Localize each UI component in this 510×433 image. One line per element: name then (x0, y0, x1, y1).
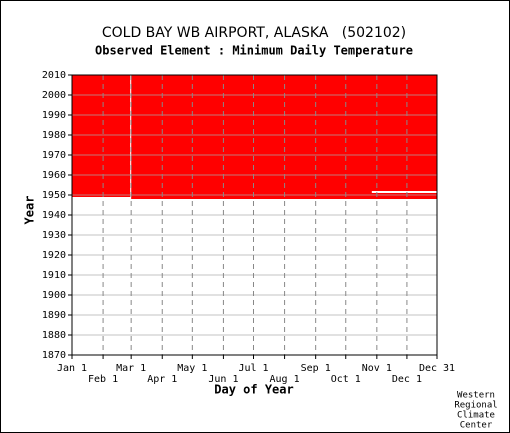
plot-frame (71, 74, 438, 356)
x-tick-label: Jun 1 (208, 374, 238, 385)
x-tick-label: Apr 1 (147, 374, 177, 385)
y-tick-label: 2010 (42, 70, 66, 81)
x-tick-label: Jul 1 (238, 363, 268, 374)
y-tick-label: 1970 (42, 150, 66, 161)
y-axis-label: Year (23, 196, 37, 225)
x-tick-label: Feb 1 (88, 374, 118, 385)
credit-line: Regional (454, 401, 497, 411)
data-period (72, 75, 132, 197)
y-tick-label: 1990 (42, 110, 66, 121)
data-gap (130, 75, 132, 197)
y-tick-label: 1870 (42, 350, 66, 361)
x-tick-label: May 1 (177, 363, 207, 374)
y-tick-label: 1920 (42, 250, 66, 261)
data-period (131, 75, 437, 199)
y-tick-label: 1950 (42, 190, 66, 201)
chart-subtitle: Observed Element : Minimum Daily Tempera… (95, 44, 413, 58)
y-tick-label: 2000 (42, 90, 66, 101)
y-tick-label: 1980 (42, 130, 66, 141)
x-tick-label: Sep 1 (301, 363, 331, 374)
y-tick-label: 1960 (42, 170, 66, 181)
y-tick-label: 1930 (42, 230, 66, 241)
y-tick-label: 1890 (42, 310, 66, 321)
x-tick-label: Jan 1 (57, 363, 87, 374)
credit-line: Center (460, 421, 493, 431)
x-axis-label: Day of Year (214, 383, 293, 397)
y-tick-label: 1940 (42, 210, 66, 221)
credit-line: Climate (457, 411, 495, 421)
y-tick-label: 1880 (42, 330, 66, 341)
x-tick-label: Aug 1 (270, 374, 300, 385)
x-tick-label: Dec 1 (392, 374, 422, 385)
y-tick-label: 1900 (42, 290, 66, 301)
data-gap (371, 191, 437, 193)
chart-title: COLD BAY WB AIRPORT, ALASKA (502102) (102, 25, 406, 41)
x-tick-label: Nov 1 (362, 363, 392, 374)
x-tick-label: Dec 31 (419, 363, 455, 374)
x-tick-label: Mar 1 (116, 363, 146, 374)
x-tick-label: Oct 1 (331, 374, 361, 385)
credit-line: Western (457, 391, 495, 401)
y-tick-label: 1910 (42, 270, 66, 281)
